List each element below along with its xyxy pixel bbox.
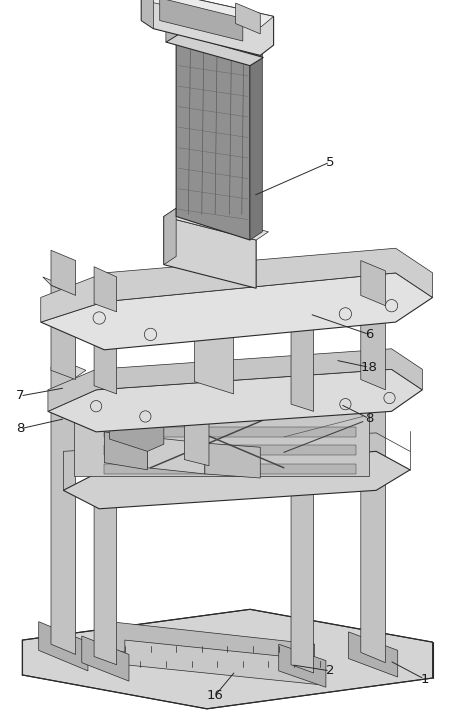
Polygon shape bbox=[235, 3, 260, 34]
Polygon shape bbox=[176, 14, 249, 240]
Polygon shape bbox=[166, 16, 263, 47]
Text: 5: 5 bbox=[325, 155, 334, 168]
Polygon shape bbox=[194, 286, 243, 306]
Polygon shape bbox=[282, 313, 313, 329]
Polygon shape bbox=[94, 386, 117, 664]
Polygon shape bbox=[166, 34, 263, 66]
Text: 18: 18 bbox=[360, 361, 377, 374]
Polygon shape bbox=[41, 248, 431, 322]
Polygon shape bbox=[104, 432, 147, 470]
Polygon shape bbox=[104, 427, 355, 437]
Polygon shape bbox=[41, 273, 431, 350]
Polygon shape bbox=[163, 216, 256, 289]
Polygon shape bbox=[43, 277, 75, 296]
Polygon shape bbox=[51, 251, 75, 296]
Polygon shape bbox=[291, 393, 323, 408]
Text: 6: 6 bbox=[364, 328, 372, 341]
Polygon shape bbox=[141, 0, 273, 26]
Polygon shape bbox=[204, 443, 260, 478]
Polygon shape bbox=[51, 367, 75, 654]
Polygon shape bbox=[63, 451, 409, 509]
Polygon shape bbox=[163, 208, 268, 240]
Text: 16: 16 bbox=[206, 689, 223, 702]
Polygon shape bbox=[278, 644, 325, 687]
Polygon shape bbox=[291, 400, 313, 673]
Polygon shape bbox=[22, 609, 431, 709]
Polygon shape bbox=[51, 285, 75, 379]
Polygon shape bbox=[94, 304, 117, 394]
Polygon shape bbox=[124, 640, 324, 685]
Polygon shape bbox=[82, 636, 129, 681]
Text: 2: 2 bbox=[325, 664, 334, 677]
Polygon shape bbox=[194, 294, 233, 394]
Polygon shape bbox=[360, 375, 385, 663]
Polygon shape bbox=[166, 16, 179, 42]
Polygon shape bbox=[360, 261, 385, 306]
Polygon shape bbox=[48, 349, 421, 411]
Polygon shape bbox=[104, 445, 355, 455]
Polygon shape bbox=[94, 266, 117, 312]
Polygon shape bbox=[184, 410, 208, 465]
Polygon shape bbox=[86, 296, 117, 312]
Polygon shape bbox=[48, 369, 421, 432]
Polygon shape bbox=[51, 360, 86, 377]
Polygon shape bbox=[159, 0, 242, 41]
Polygon shape bbox=[109, 408, 163, 451]
Polygon shape bbox=[109, 621, 314, 673]
Polygon shape bbox=[39, 621, 88, 671]
Text: 1: 1 bbox=[419, 672, 428, 686]
Polygon shape bbox=[104, 464, 355, 474]
Polygon shape bbox=[73, 404, 368, 476]
Text: 8: 8 bbox=[16, 422, 24, 435]
Polygon shape bbox=[141, 0, 153, 29]
Polygon shape bbox=[360, 368, 395, 386]
Polygon shape bbox=[352, 287, 385, 306]
Polygon shape bbox=[141, 0, 273, 55]
Text: 7: 7 bbox=[16, 390, 24, 402]
Polygon shape bbox=[184, 405, 219, 417]
Polygon shape bbox=[94, 379, 127, 394]
Text: 8: 8 bbox=[364, 412, 372, 425]
Polygon shape bbox=[163, 208, 176, 265]
Polygon shape bbox=[291, 321, 313, 411]
Polygon shape bbox=[348, 632, 397, 677]
Polygon shape bbox=[249, 26, 262, 240]
Polygon shape bbox=[360, 296, 385, 390]
Polygon shape bbox=[147, 437, 204, 474]
